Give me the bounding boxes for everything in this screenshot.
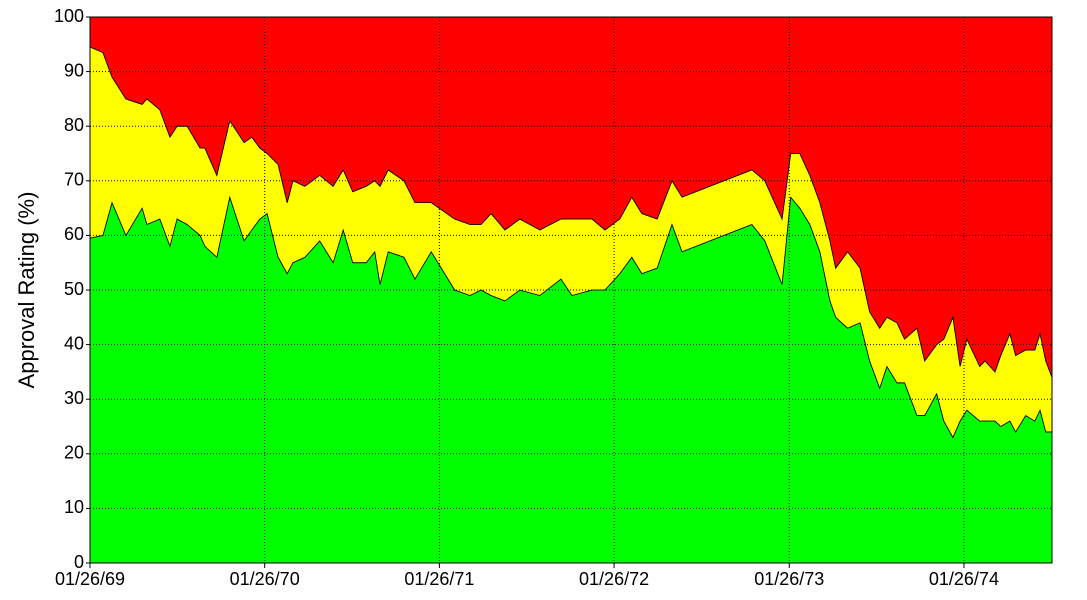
y-tick-label: 30 — [64, 388, 84, 408]
plot-border — [89, 16, 1053, 564]
y-tick-label: 90 — [64, 60, 84, 80]
y-tick-label: 80 — [64, 115, 84, 135]
x-tick-label: 01/26/74 — [929, 569, 999, 589]
x-tick-label: 01/26/73 — [754, 569, 824, 589]
y-tick-label: 100 — [54, 6, 84, 26]
y-tick-label: 0 — [74, 552, 84, 572]
x-tick-label: 01/26/72 — [579, 569, 649, 589]
y-tick-label: 40 — [64, 333, 84, 353]
x-tick-label: 01/26/70 — [230, 569, 300, 589]
y-tick-label: 20 — [64, 443, 84, 463]
y-tick-label: 10 — [64, 497, 84, 517]
y-axis-label: Approval Rating (%) — [14, 192, 39, 389]
y-tick-label: 60 — [64, 224, 84, 244]
x-tick-label: 01/26/69 — [55, 569, 125, 589]
y-tick-label: 70 — [64, 170, 84, 190]
y-tick-label: 50 — [64, 279, 84, 299]
x-tick-label: 01/26/71 — [404, 569, 474, 589]
